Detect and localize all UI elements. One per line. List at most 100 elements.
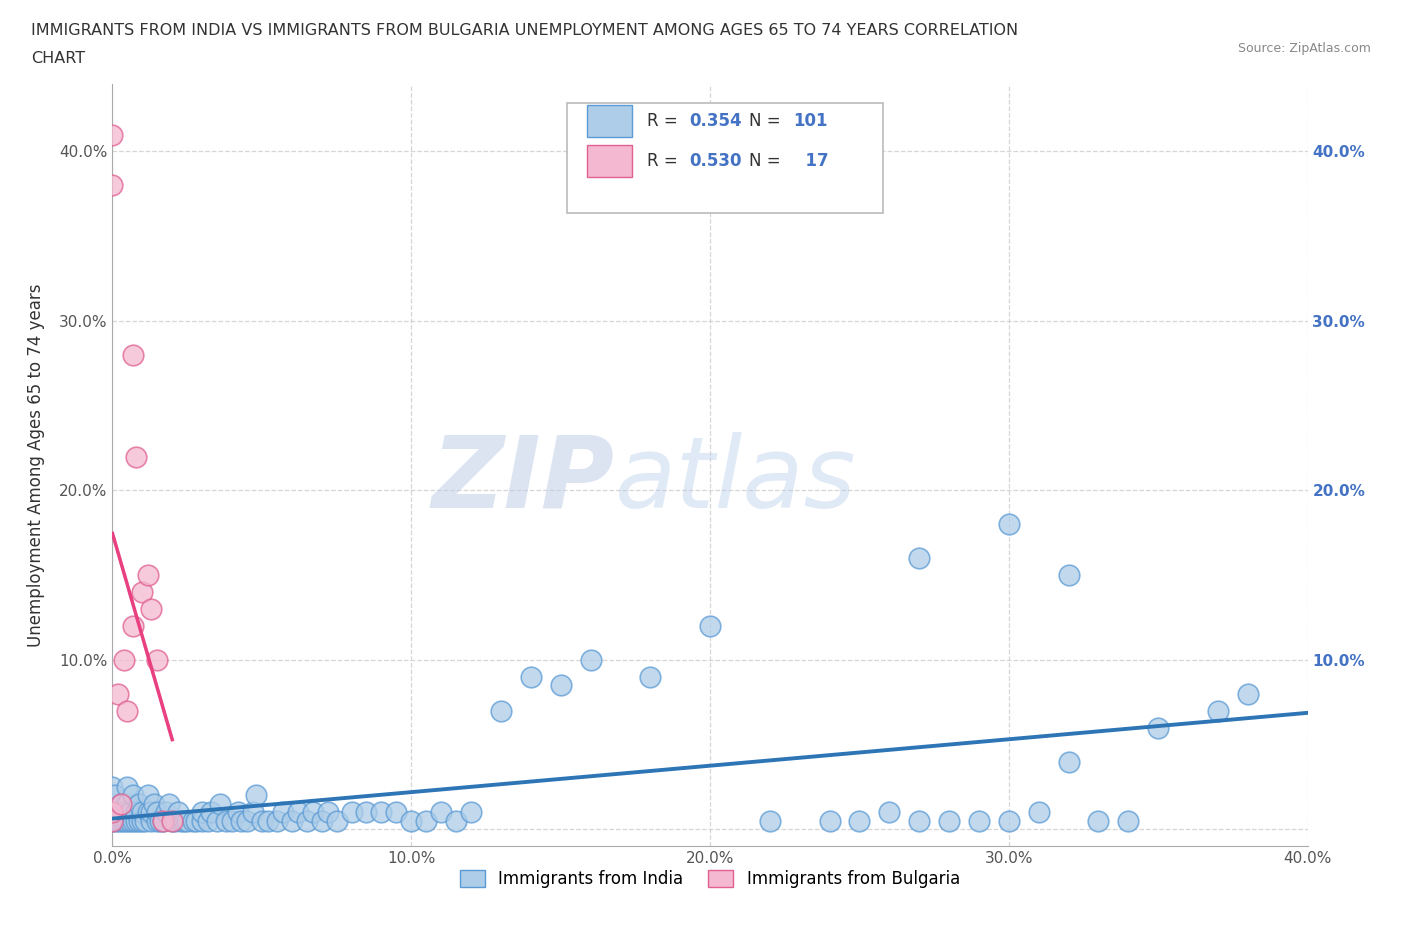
Point [117,779,139,794]
Point [101,814,124,829]
Point [1028,805,1050,820]
Point [117,814,139,829]
Point [146,805,169,820]
Point [998,517,1021,532]
Point [1057,567,1080,582]
Point [152,814,174,829]
Point [489,703,512,718]
Point [167,805,190,820]
Point [640,670,662,684]
Text: IMMIGRANTS FROM INDIA VS IMMIGRANTS FROM BULGARIA UNEMPLOYMENT AMONG AGES 65 TO : IMMIGRANTS FROM INDIA VS IMMIGRANTS FROM… [31,23,1018,38]
Point [101,178,124,193]
Text: N =: N = [749,153,786,170]
Point [107,686,129,701]
Point [114,653,135,668]
Point [176,814,198,829]
Point [221,814,243,829]
Point [257,814,280,829]
Point [226,805,249,820]
Point [281,814,304,829]
Point [818,814,841,829]
Point [316,805,339,820]
Point [229,814,252,829]
Point [848,814,870,829]
Point [301,805,323,820]
Point [122,348,145,363]
Point [157,796,180,811]
FancyBboxPatch shape [586,105,633,137]
Point [967,814,990,829]
Point [162,814,183,829]
Point [879,805,901,820]
Point [430,805,453,820]
Point [101,814,124,829]
Point [170,814,193,829]
Point [125,814,148,829]
Point [122,618,145,633]
Point [998,814,1021,829]
Text: 101: 101 [794,113,828,130]
Point [1237,686,1260,701]
Point [104,788,127,803]
Point [759,814,782,829]
Text: N =: N = [749,113,786,130]
Text: 0.530: 0.530 [690,153,742,170]
Text: atlas: atlas [614,432,856,529]
Point [699,618,721,633]
Point [908,814,931,829]
Point [131,585,153,600]
Point [287,805,309,820]
Point [122,814,145,829]
Point [110,796,132,811]
Point [215,814,238,829]
Text: R =: R = [647,153,683,170]
Point [550,678,572,693]
Point [120,814,142,829]
Point [114,805,135,820]
Point [340,805,363,820]
Point [1206,703,1229,718]
Point [401,814,423,829]
Point [117,796,139,811]
Point [143,796,166,811]
Point [122,788,145,803]
Point [110,796,132,811]
Point [141,805,163,820]
Point [138,788,160,803]
Point [107,814,129,829]
Point [311,814,333,829]
Point [125,449,148,464]
Point [141,814,163,829]
Point [236,814,259,829]
Point [149,814,172,829]
Point [131,805,153,820]
Point [128,814,150,829]
Text: ZIP: ZIP [432,432,614,529]
Point [125,805,148,820]
Point [117,703,139,718]
Point [181,814,204,829]
Point [460,805,482,820]
Legend: Immigrants from India, Immigrants from Bulgaria: Immigrants from India, Immigrants from B… [453,864,967,896]
Point [101,127,124,142]
Point [138,567,160,582]
Point [356,805,378,820]
Point [191,805,214,820]
Point [209,796,232,811]
Y-axis label: Unemployment Among Ages 65 to 74 years: Unemployment Among Ages 65 to 74 years [27,284,45,646]
Point [173,814,195,829]
Point [101,796,124,811]
Point [250,814,273,829]
FancyBboxPatch shape [586,145,633,178]
Point [101,805,124,820]
Point [938,814,960,829]
Point [520,670,543,684]
Point [271,805,294,820]
Point [579,653,602,668]
Text: CHART: CHART [31,51,84,66]
Point [295,814,318,829]
Point [162,814,183,829]
Point [138,805,160,820]
Point [1118,814,1140,829]
Point [101,779,124,794]
